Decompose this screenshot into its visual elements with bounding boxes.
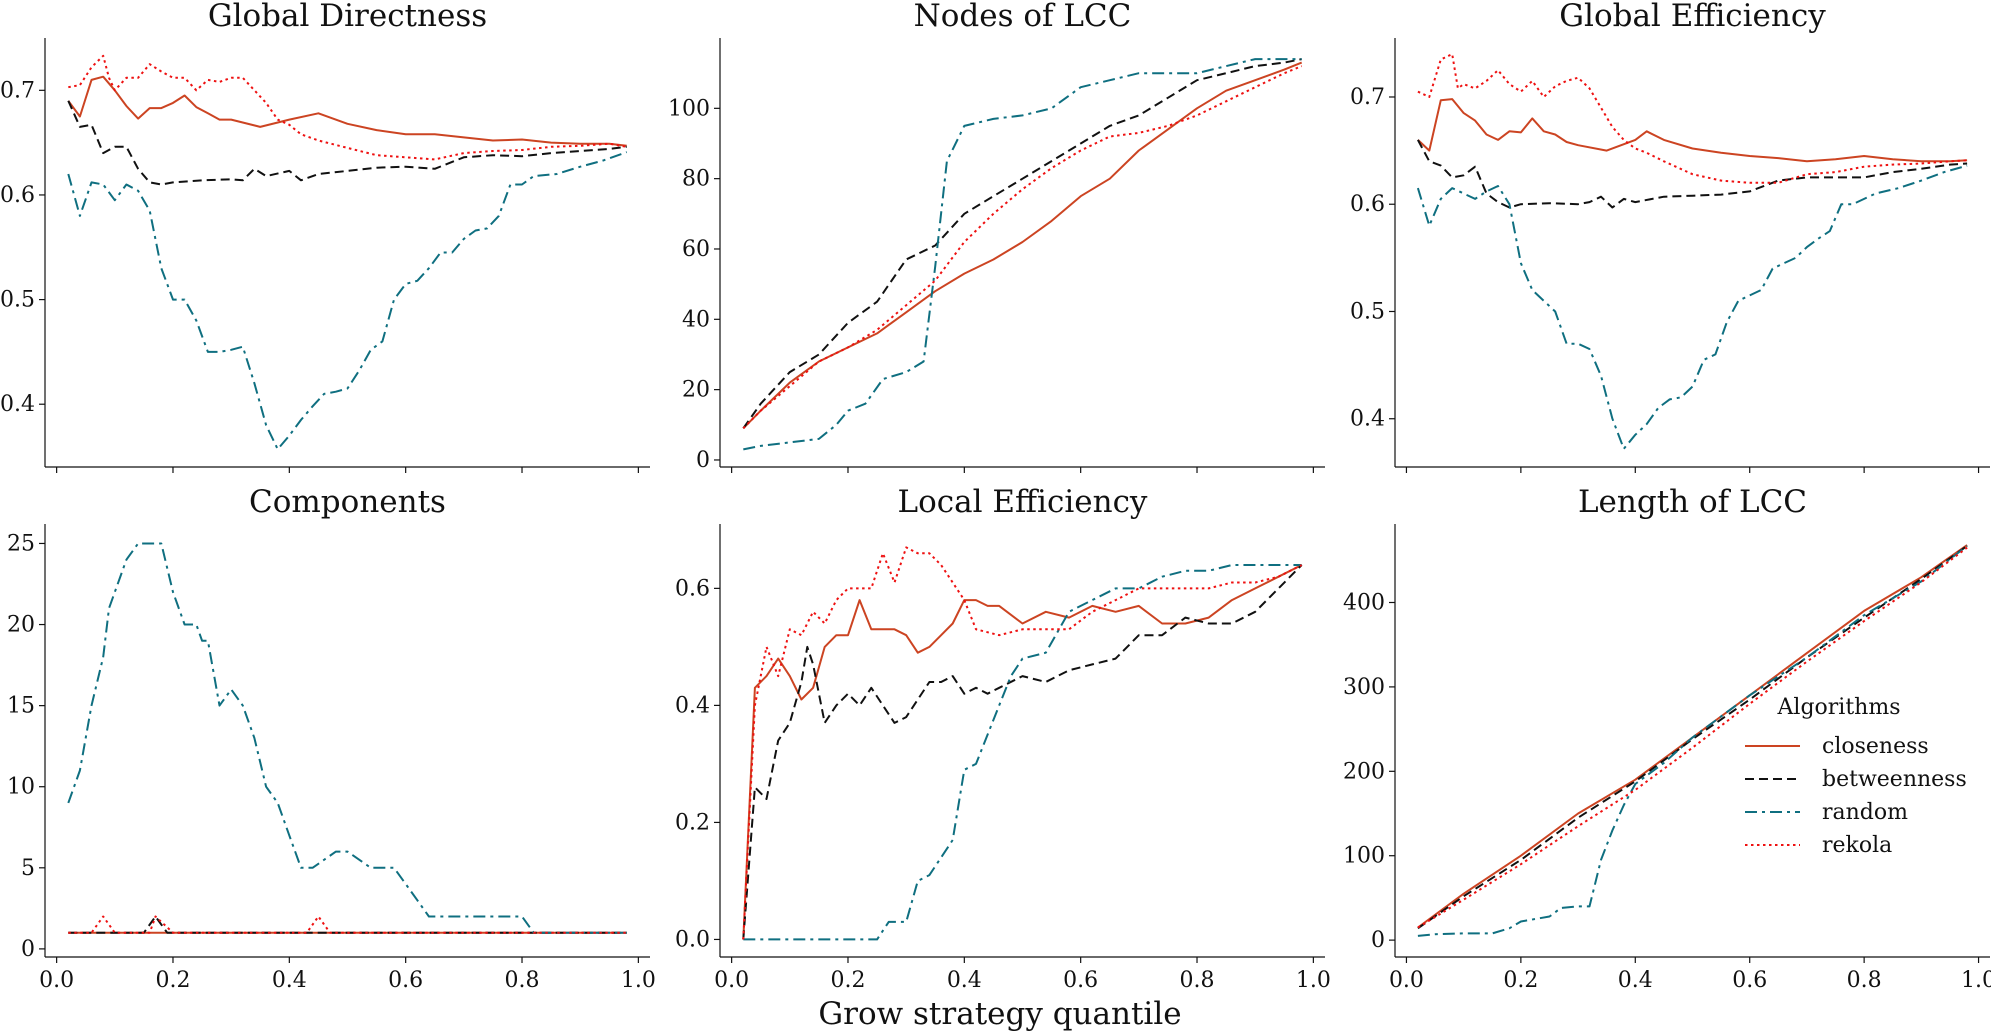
chart-title: Local Efficiency xyxy=(898,484,1148,520)
series-line-closeness xyxy=(1417,98,1968,163)
x-tick-label: 0.0 xyxy=(714,968,749,993)
series-line-rekola xyxy=(742,65,1303,430)
y-tick-label: 200 xyxy=(1343,759,1385,784)
x-tick-label: 0.4 xyxy=(272,968,307,993)
chart-panel: Length of LCC 0 100 200 300 400 0.0 0.2 0.4 0.6 0.… xyxy=(1343,484,1991,993)
series-line-rekola xyxy=(742,546,1303,940)
y-tick-label: 100 xyxy=(668,96,710,121)
chart-panel: Global Directness 0.4 0.5 0.6 0.7 xyxy=(0,0,650,473)
x-tick-label: 0.0 xyxy=(1389,968,1424,993)
y-tick-label: 80 xyxy=(682,167,710,192)
x-tick-label: 0.8 xyxy=(1180,968,1215,993)
y-tick-label: 0 xyxy=(696,448,710,473)
series-line-rekola xyxy=(1417,546,1968,929)
y-tick-label: 0.6 xyxy=(1350,192,1385,217)
x-tick-label: 0.4 xyxy=(947,968,982,993)
y-tick-label: 0.6 xyxy=(0,183,35,208)
y-tick-label: 0.5 xyxy=(1350,299,1385,324)
series-line-closeness xyxy=(742,564,1303,940)
y-tick-label: 0.2 xyxy=(675,810,710,835)
legend-label-betweenness: betweenness xyxy=(1822,767,1967,792)
series-line-betweenness xyxy=(742,564,1303,940)
series-line-rekola xyxy=(68,915,627,934)
series-line-random xyxy=(743,564,1302,941)
series-line-random xyxy=(67,542,627,934)
series-line-betweenness xyxy=(67,100,627,186)
chart-title: Nodes of LCC xyxy=(914,0,1132,34)
chart-panel: Components 0 5 10 15 20 25 0.0 0.2 0.4 0.6 0.8 1.0 xyxy=(7,484,656,993)
panels: Global Directness 0.4 0.5 0.6 0.7 Nodes of LC… xyxy=(0,0,1991,993)
y-tick-label: 0.4 xyxy=(0,392,35,417)
series-line-closeness xyxy=(742,61,1303,430)
y-tick-label: 100 xyxy=(1343,844,1385,869)
series-line-random xyxy=(743,58,1302,451)
chart-title: Global Directness xyxy=(208,0,487,34)
y-tick-label: 0 xyxy=(21,937,35,962)
y-tick-label: 5 xyxy=(21,856,35,881)
y-tick-label: 20 xyxy=(7,613,35,638)
legend-label-rekola: rekola xyxy=(1822,833,1892,858)
legend-title: Algorithms xyxy=(1777,695,1901,720)
chart-panel: Nodes of LCC 0 20 40 60 80 100 xyxy=(668,0,1325,473)
series-line-random xyxy=(1416,164,1968,450)
x-tick-label: 0.2 xyxy=(830,968,865,993)
series-line-betweenness xyxy=(1417,545,1968,930)
legend: Algorithms closeness betweenness random rek… xyxy=(1745,695,1967,858)
x-tick-label: 1.0 xyxy=(1296,968,1331,993)
chart-title: Length of LCC xyxy=(1578,484,1807,520)
x-tick-label: 0.6 xyxy=(1063,968,1098,993)
y-tick-label: 60 xyxy=(682,237,710,262)
y-tick-label: 0 xyxy=(1371,928,1385,953)
y-tick-label: 10 xyxy=(7,775,35,800)
y-tick-label: 0.4 xyxy=(675,693,710,718)
legend-entries: closeness betweenness random rekola xyxy=(1745,734,1967,858)
chart-title: Components xyxy=(249,484,446,520)
x-tick-label: 0.4 xyxy=(1618,968,1653,993)
y-tick-label: 400 xyxy=(1343,590,1385,615)
y-tick-label: 0.4 xyxy=(1350,407,1385,432)
x-tick-label: 1.0 xyxy=(621,968,656,993)
series-line-random xyxy=(1417,545,1968,937)
legend-label-random: random xyxy=(1822,800,1908,825)
y-tick-label: 300 xyxy=(1343,675,1385,700)
x-tick-label: 0.6 xyxy=(1732,968,1767,993)
series-line-betweenness xyxy=(1417,139,1968,209)
x-tick-label: 0.8 xyxy=(505,968,540,993)
legend-label-closeness: closeness xyxy=(1822,734,1929,759)
y-tick-label: 0.7 xyxy=(1350,85,1385,110)
series-line-random xyxy=(67,151,628,451)
series-line-rekola xyxy=(68,54,627,161)
series-line-betweenness xyxy=(742,58,1302,429)
y-tick-label: 0.5 xyxy=(0,288,35,313)
y-tick-label: 20 xyxy=(682,378,710,403)
y-tick-label: 25 xyxy=(7,531,35,556)
chart-panel: Local Efficiency 0.0 0.2 0.4 0.6 0.0 0.2 0.4 0.6… xyxy=(675,484,1331,993)
y-tick-label: 0.0 xyxy=(675,927,710,952)
x-tick-label: 0.0 xyxy=(39,968,74,993)
chart-panel: Global Efficiency 0.4 0.5 0.6 0.7 xyxy=(1350,0,1990,473)
y-tick-label: 15 xyxy=(7,694,35,719)
x-tick-label: 0.8 xyxy=(1847,968,1882,993)
x-tick-label: 0.6 xyxy=(388,968,423,993)
series-line-closeness xyxy=(67,75,627,147)
y-tick-label: 0.7 xyxy=(0,78,35,103)
y-tick-label: 0.6 xyxy=(675,576,710,601)
series-line-betweenness xyxy=(68,915,627,934)
shared-x-axis-label: Grow strategy quantile xyxy=(818,996,1181,1032)
series-line-rekola xyxy=(1417,53,1968,184)
chart-title: Global Efficiency xyxy=(1559,0,1826,34)
x-tick-label: 0.2 xyxy=(155,968,190,993)
x-tick-label: 1.0 xyxy=(1961,968,1991,993)
x-tick-label: 0.2 xyxy=(1503,968,1538,993)
y-tick-label: 40 xyxy=(682,307,710,332)
